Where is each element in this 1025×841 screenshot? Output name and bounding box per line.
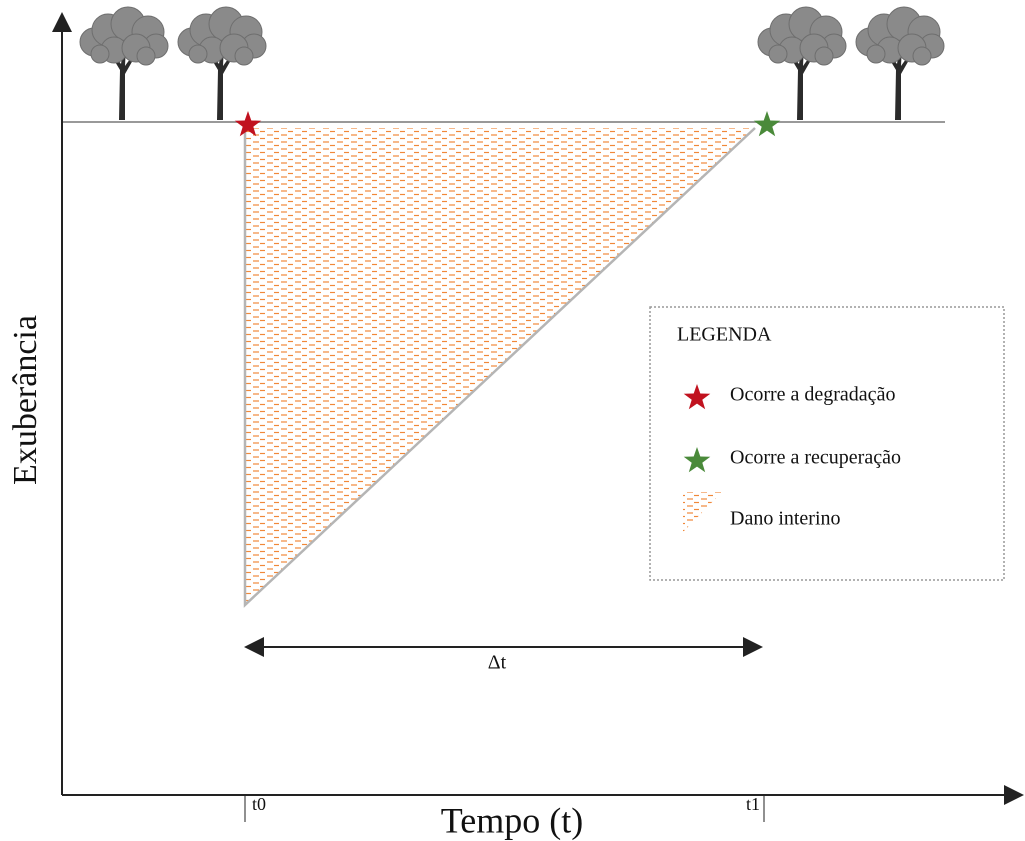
recovery-star	[753, 111, 781, 137]
trees	[79, 6, 945, 121]
legend-item: Ocorre a recuperação	[730, 447, 901, 469]
legend-title: LEGENDA	[677, 324, 772, 346]
tick-label: t0	[252, 794, 266, 814]
legend-item: Dano interino	[730, 508, 841, 530]
x-axis-label: Tempo (t)	[441, 800, 583, 840]
legend: LEGENDA Ocorre a degradação Ocorre a rec…	[649, 306, 1005, 581]
legend-box	[649, 306, 1005, 581]
interval-label: Δt	[488, 652, 507, 674]
legend-item: Ocorre a degradação	[730, 384, 895, 406]
legend-icon	[683, 492, 722, 532]
tick-label: t1	[746, 794, 760, 814]
damage-outline	[243, 127, 756, 608]
y-axis-label: Exuberância	[7, 315, 44, 485]
